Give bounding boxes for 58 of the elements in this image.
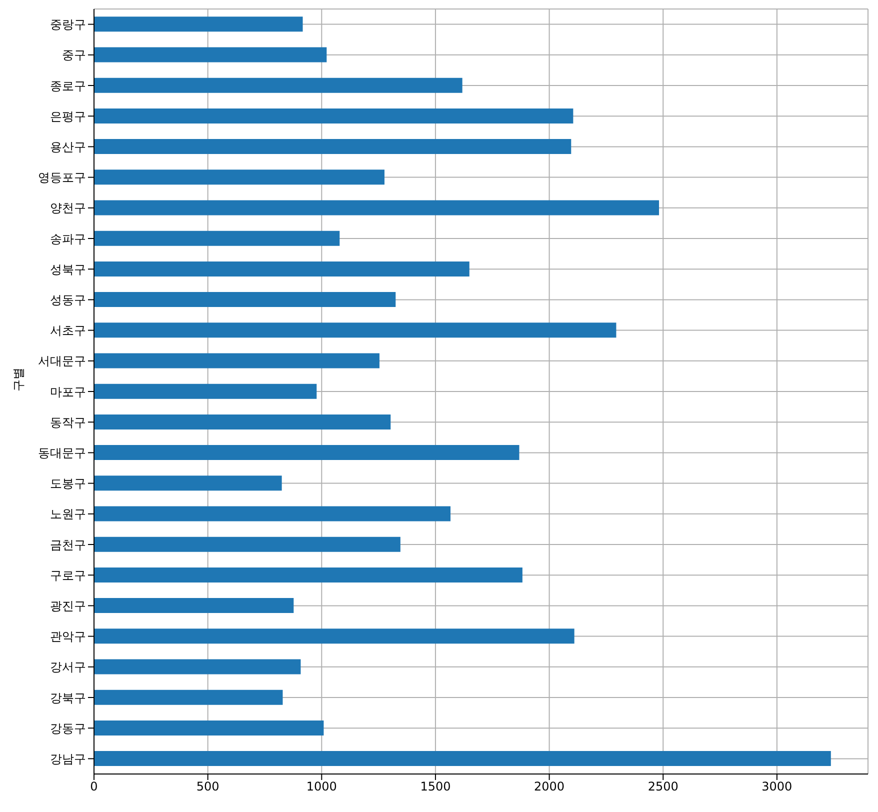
y-tick-label: 송파구: [50, 232, 86, 246]
bar: [94, 200, 660, 216]
y-tick-label: 마포구: [50, 384, 86, 399]
y-tick-label: 중구: [62, 48, 86, 62]
bar: [94, 16, 303, 32]
y-tick-label: 양천구: [50, 201, 86, 216]
y-tick-label: 성북구: [50, 262, 86, 276]
x-tick-label: 2500: [648, 780, 678, 794]
bar: [94, 690, 283, 705]
bar: [94, 751, 831, 766]
y-tick-label: 동대문구: [38, 446, 86, 460]
bar: [94, 261, 470, 276]
x-tick-label: 1500: [420, 780, 451, 794]
y-tick-label: 중랑구: [50, 18, 86, 32]
bar: [94, 445, 520, 460]
y-tick-label: 도봉구: [50, 476, 86, 491]
bar: [94, 353, 380, 368]
bar: [94, 414, 391, 430]
bar: [94, 108, 574, 124]
bar: [94, 659, 301, 674]
y-tick-label: 구로구: [50, 568, 86, 582]
y-tick-label: 성동구: [50, 292, 86, 307]
bar: [94, 230, 340, 246]
bar: [94, 292, 396, 308]
bar: [94, 476, 282, 491]
y-tick-label: 서대문구: [38, 354, 86, 368]
bar: [94, 384, 317, 399]
y-tick-label: 용산구: [50, 140, 86, 154]
bar: [94, 720, 324, 736]
bar: [94, 47, 327, 62]
y-tick-label: 강남구: [50, 752, 86, 766]
x-tick-label: 1000: [306, 780, 337, 794]
y-axis-title: 구별: [11, 368, 26, 392]
bar: [94, 78, 462, 93]
bar: [94, 536, 400, 552]
y-tick-label: 관악구: [50, 630, 86, 644]
bar: [94, 628, 574, 644]
x-tick-label: 500: [196, 780, 220, 794]
x-tick-label: 2000: [534, 780, 565, 794]
y-tick-label: 서초구: [50, 324, 86, 338]
bar: [94, 170, 384, 185]
bar: [94, 139, 572, 154]
y-tick-label: 은평구: [50, 109, 86, 124]
bar: [94, 567, 522, 582]
y-tick-label: 강동구: [50, 721, 86, 736]
y-tick-label: 노원구: [50, 507, 86, 522]
bar: [94, 506, 450, 522]
y-tick-label: 종로구: [50, 78, 86, 93]
y-tick-label: 광진구: [50, 598, 86, 613]
y-tick-label: 금천구: [50, 538, 86, 552]
y-tick-label: 강북구: [50, 690, 86, 705]
bar: [94, 322, 616, 338]
bar: [94, 598, 294, 614]
x-tick-label: 3000: [762, 780, 792, 794]
x-tick-label: 0: [90, 780, 98, 794]
y-tick-label: 동작구: [50, 415, 86, 430]
y-tick-label: 영등포구: [38, 170, 86, 185]
y-tick-label: 강서구: [50, 660, 86, 674]
